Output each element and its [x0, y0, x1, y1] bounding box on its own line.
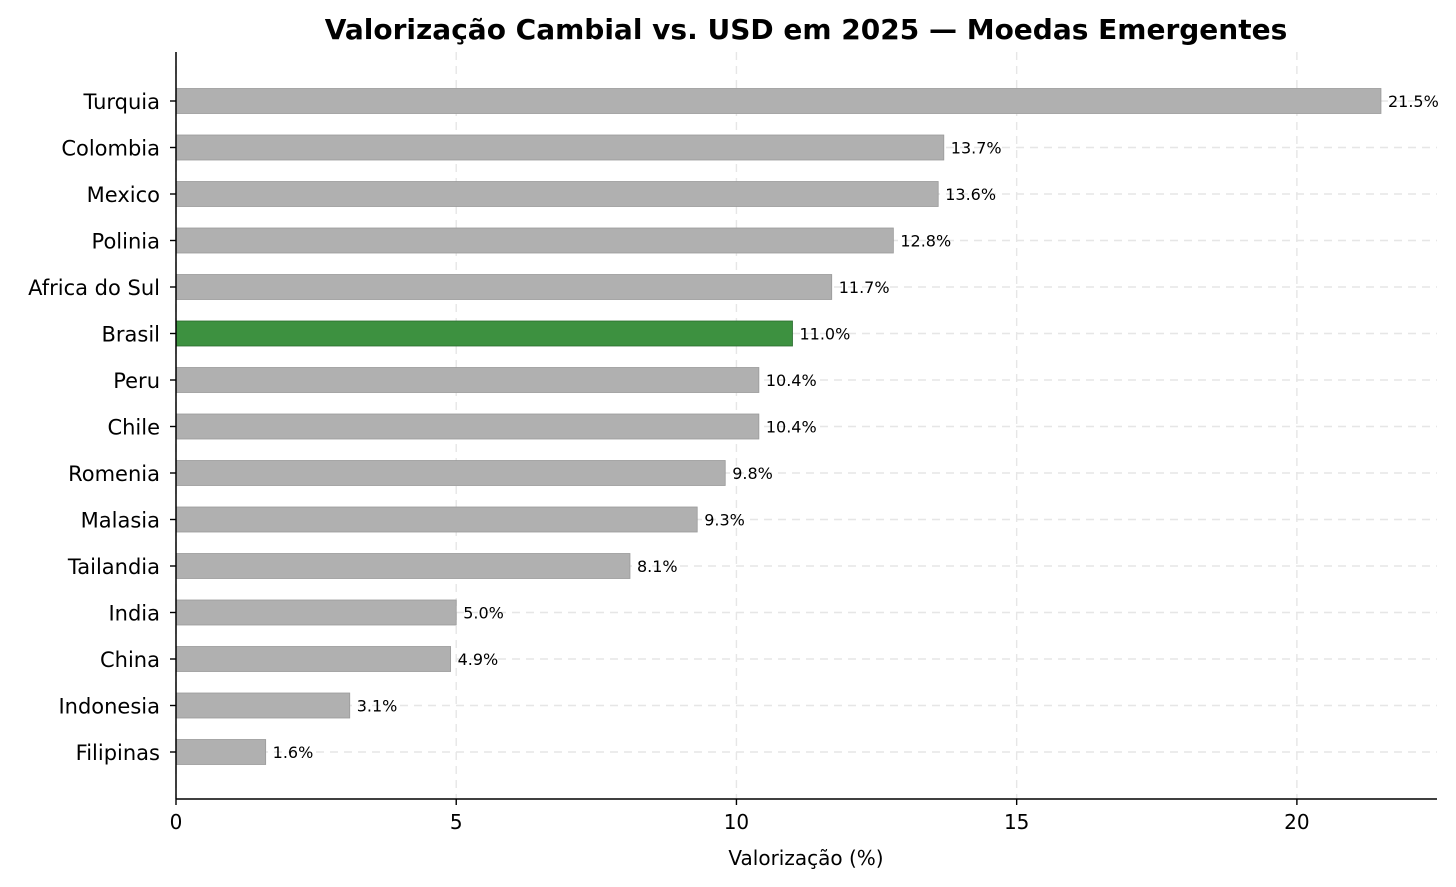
bar [175, 460, 726, 486]
bar [175, 227, 894, 254]
x-axis-title: Valorização (%) [728, 846, 883, 870]
category-label: China [100, 648, 160, 672]
category-label: Chile [107, 416, 160, 440]
bar [175, 646, 452, 672]
bar-highlight [175, 320, 793, 347]
category-label: Romenia [68, 462, 160, 486]
category-label: Mexico [87, 183, 160, 207]
category-label: Malasia [81, 509, 160, 533]
category-axis: Turquia Colombia Mexico Polinia Africa do Su… [28, 90, 176, 765]
data-label: 4.9% [458, 650, 499, 669]
bar [175, 692, 351, 719]
data-label: 10.4% [766, 371, 817, 390]
category-label: Colombia [61, 137, 160, 161]
x-tick-label: 5 [450, 810, 463, 834]
data-label: 21.5% [1388, 92, 1439, 111]
data-label: 8.1% [637, 557, 678, 576]
bar [175, 599, 457, 626]
bar [175, 181, 939, 207]
bar [175, 506, 698, 533]
bar [175, 413, 760, 440]
data-label: 1.6% [273, 743, 314, 762]
bar [175, 88, 1382, 114]
data-label: 11.7% [839, 278, 890, 297]
data-label: 10.4% [766, 418, 817, 437]
category-label: Indonesia [58, 695, 160, 719]
data-label: 9.8% [732, 464, 773, 483]
data-label: 3.1% [357, 697, 398, 716]
category-label: Polinia [92, 230, 160, 254]
category-label: Brasil [101, 323, 160, 347]
bar [175, 739, 267, 765]
category-label: Peru [113, 369, 160, 393]
x-tick-label: 0 [170, 810, 183, 834]
category-label: Africa do Sul [28, 276, 160, 300]
x-tick-label: 15 [1004, 810, 1029, 834]
x-tick-label: 20 [1284, 810, 1309, 834]
category-label: Filipinas [76, 741, 160, 765]
category-label: Tailandia [67, 555, 160, 579]
data-label: 9.3% [704, 511, 745, 530]
bar [175, 274, 833, 300]
chart-title: Valorização Cambial vs. USD em 2025 — Mo… [325, 13, 1288, 46]
bar [175, 367, 760, 393]
category-label: Turquia [82, 90, 160, 114]
data-label: 13.6% [945, 185, 996, 204]
x-tick-label: 10 [724, 810, 749, 834]
category-label: India [108, 602, 160, 626]
bars [175, 88, 1382, 765]
value-axis: 0 5 10 15 20 [170, 799, 1310, 834]
data-label: 12.8% [900, 232, 951, 251]
bar [175, 134, 945, 161]
data-label: 13.7% [951, 139, 1002, 158]
data-label: 5.0% [463, 604, 504, 623]
data-labels: 21.5% 13.7% 13.6% 12.8% 11.7% 11.0% 10.4% 10.4%… [273, 92, 1439, 762]
data-label: 11.0% [799, 325, 850, 344]
bar [175, 553, 631, 579]
